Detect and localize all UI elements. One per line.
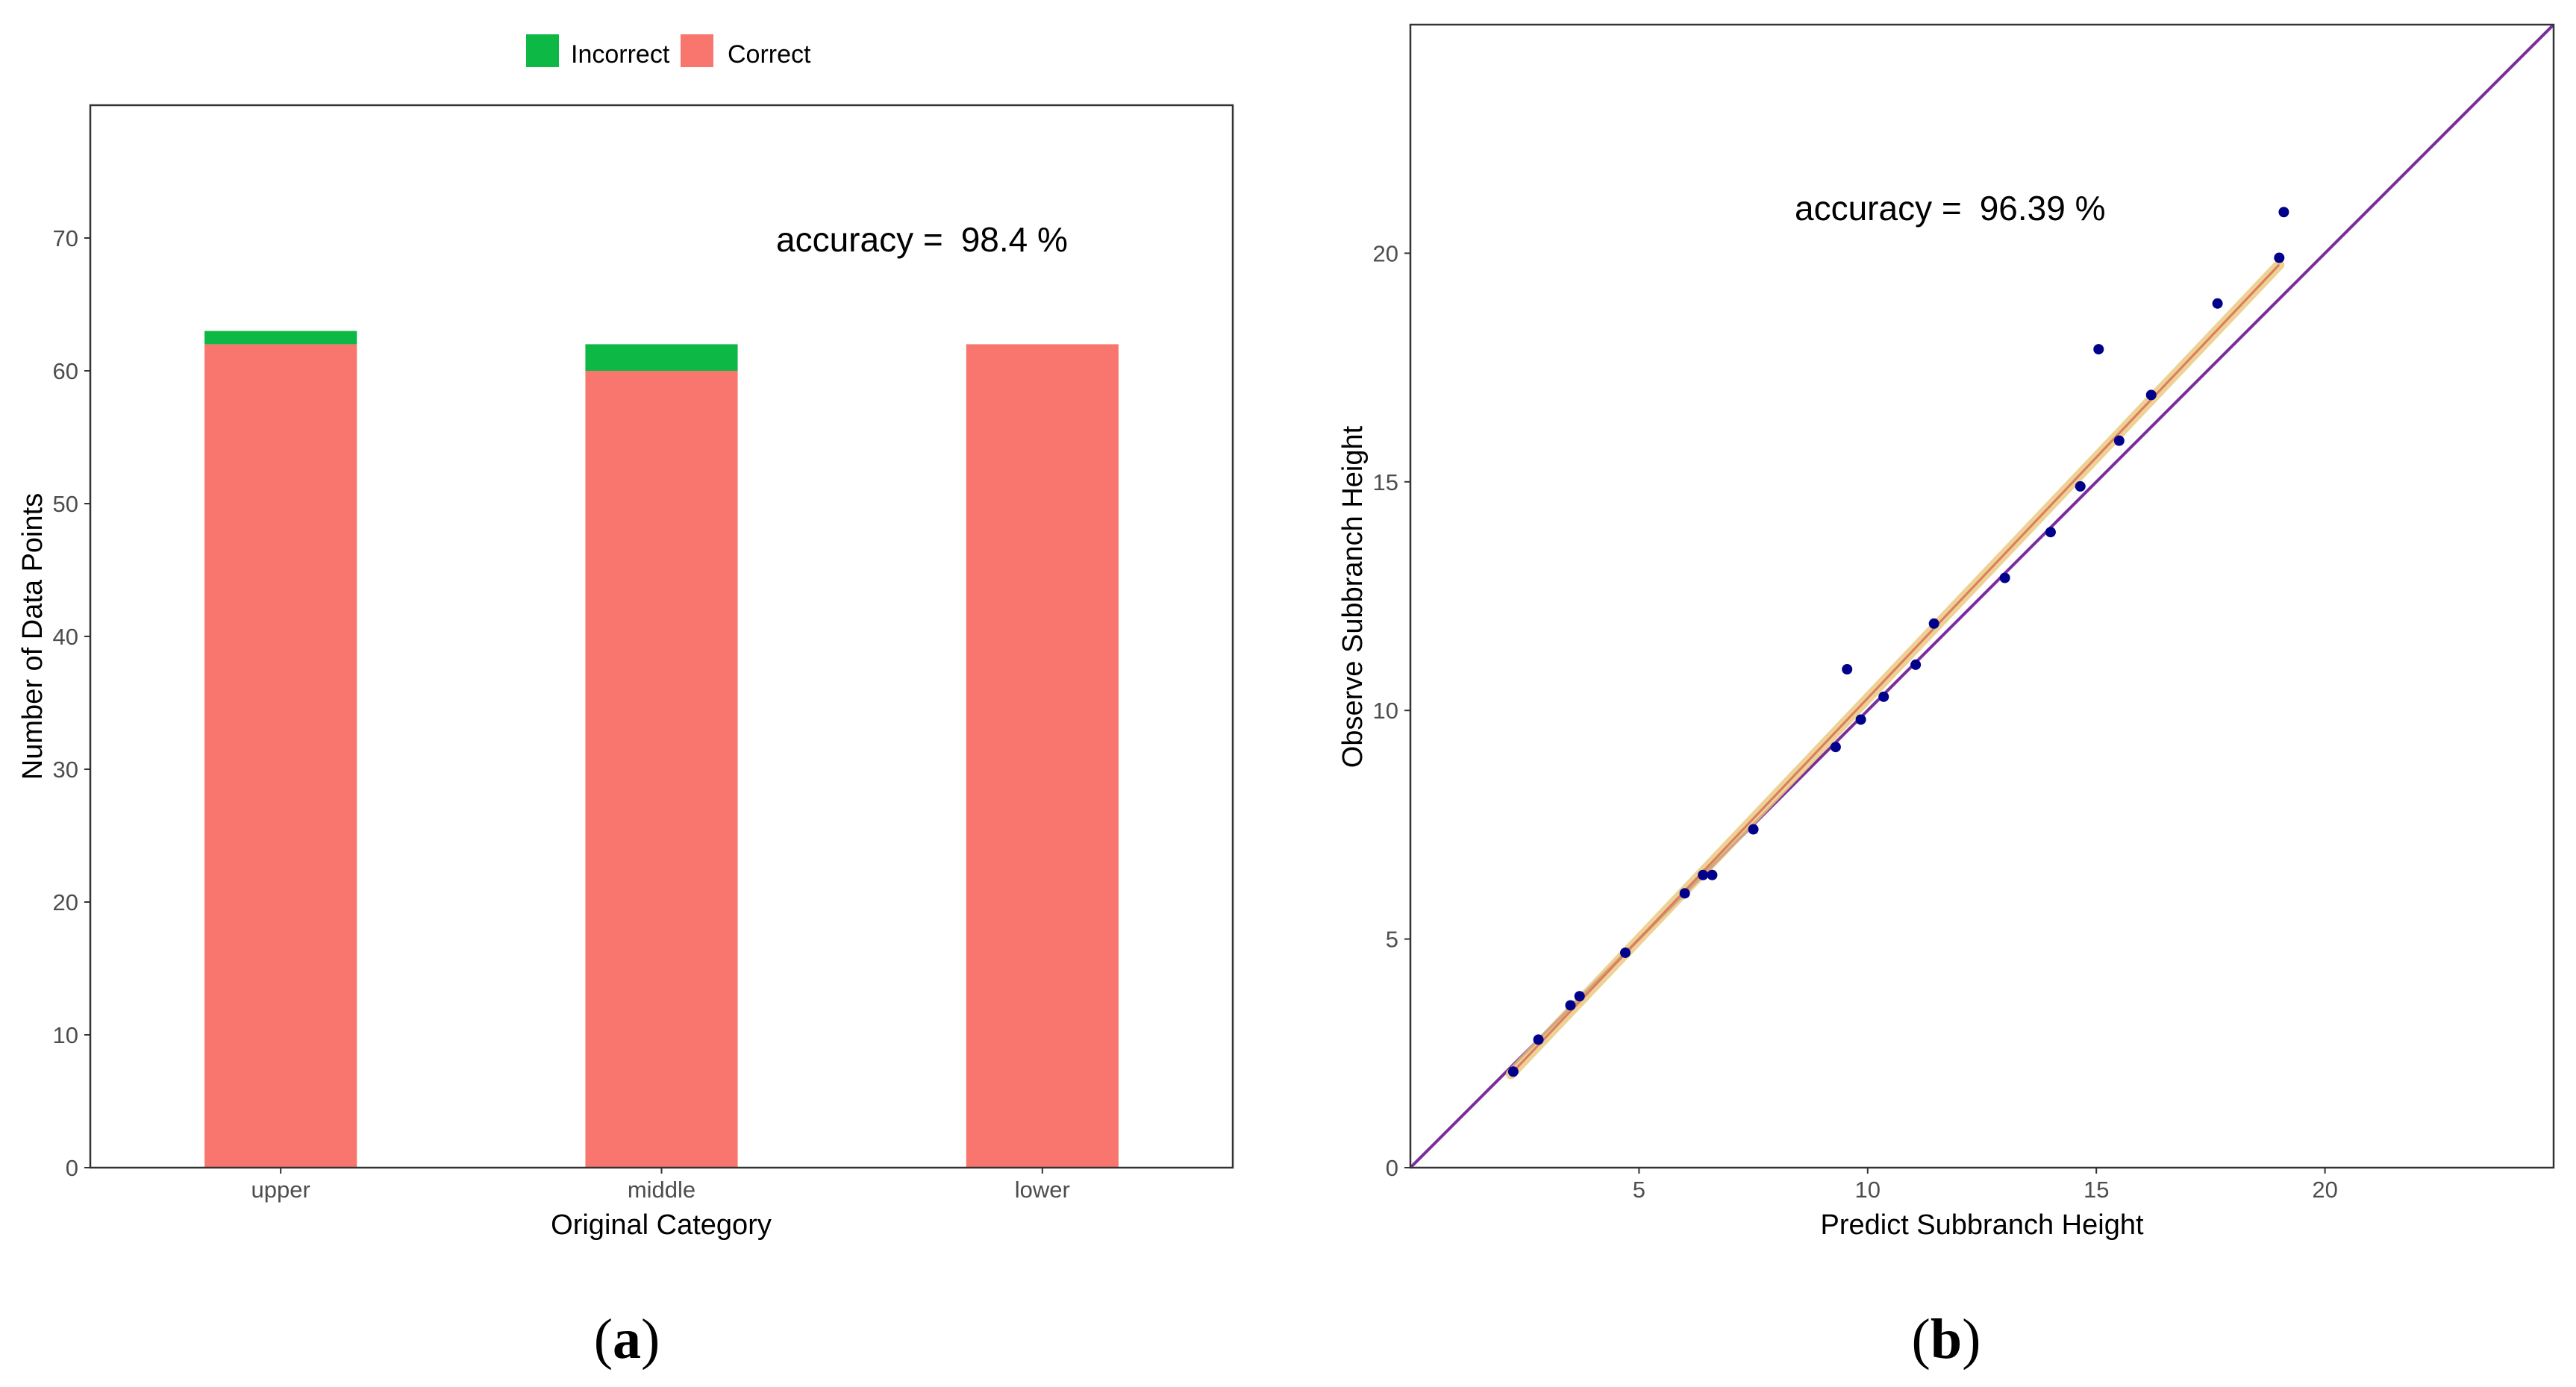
x-tick-label-b: 15 xyxy=(2083,1177,2109,1203)
y-tick-label-a: 20 xyxy=(53,889,78,915)
bar-correct-upper xyxy=(204,344,357,1168)
scatter-point xyxy=(1507,1066,1519,1077)
y-ticks-a: 0 10 20 30 40 50 60 70 xyxy=(53,225,90,1181)
accuracy-annotation-a: accuracy = 98.4 % xyxy=(776,220,1068,259)
x-tick-label-b: 5 xyxy=(1633,1177,1645,1203)
scatter-point xyxy=(1842,664,1853,675)
legend-label-incorrect: Incorrect xyxy=(571,40,670,69)
x-tick-label-b: 20 xyxy=(2312,1177,2337,1203)
y-tick-label-b: 15 xyxy=(1373,469,1398,495)
scatter-point xyxy=(1910,659,1922,670)
points-b xyxy=(1507,207,2289,1077)
chart-b: 0 5 10 15 20 5 10 15 20 Predict Subbranch Heigh… xyxy=(1337,23,2555,1371)
scatter-point xyxy=(2045,527,2056,538)
scatter-point xyxy=(1533,1034,1544,1045)
x-tick-label-a: upper xyxy=(251,1177,310,1203)
scatter-point xyxy=(2278,207,2289,218)
accuracy-label-b: accuracy = xyxy=(1795,189,1962,228)
y-tick-label-a: 40 xyxy=(53,624,78,650)
y-tick-label-a: 0 xyxy=(66,1155,78,1181)
y-tick-label-b: 20 xyxy=(1373,240,1398,266)
scatter-point xyxy=(1748,824,1759,835)
bar-incorrect-upper xyxy=(204,331,357,345)
x-axis-label-a: Original Category xyxy=(551,1209,772,1241)
legend-a: Incorrect Correct xyxy=(526,34,811,69)
y-tick-label-a: 10 xyxy=(53,1022,78,1048)
y-tick-label-b: 0 xyxy=(1386,1155,1398,1181)
accuracy-value-a: 98.4 % xyxy=(961,220,1068,259)
scatter-point xyxy=(1855,714,1866,725)
scatter-point xyxy=(1830,742,1841,753)
bar-incorrect-middle xyxy=(585,344,738,371)
plot-border-a xyxy=(89,104,1234,1169)
x-tick-label-b: 10 xyxy=(1855,1177,1881,1203)
legend-label-correct: Correct xyxy=(728,40,811,69)
x-ticks-a: upper middle lower xyxy=(251,1168,1070,1203)
scatter-point xyxy=(2145,389,2157,401)
scatter-point xyxy=(1620,947,1631,958)
bar-correct-lower xyxy=(966,344,1119,1168)
scatter-point xyxy=(1878,691,1889,702)
x-tick-label-a: lower xyxy=(1015,1177,1070,1203)
scatter-point xyxy=(2212,298,2223,309)
scatter-point xyxy=(2113,435,2125,446)
y-axis-label-a: Number of Data Points xyxy=(17,493,49,780)
panel-label-a: (a) xyxy=(594,1308,660,1371)
y-tick-label-b: 5 xyxy=(1386,927,1398,953)
y-ticks-b: 0 5 10 15 20 xyxy=(1373,240,1410,1181)
accuracy-annotation-b: accuracy = 96.39 % xyxy=(1795,189,2106,228)
accuracy-value-b: 96.39 % xyxy=(1980,189,2106,228)
x-tick-label-a: middle xyxy=(628,1177,695,1203)
legend-swatch-correct xyxy=(681,34,713,67)
y-axis-label-b: Observe Subbranch Height xyxy=(1337,425,1369,768)
scatter-point xyxy=(2274,252,2285,263)
panel-label-b: (b) xyxy=(1912,1308,1981,1371)
bars-a xyxy=(204,331,1119,1168)
scatter-point xyxy=(2075,480,2086,492)
scatter-point xyxy=(1698,869,1709,880)
y-tick-label-b: 10 xyxy=(1373,698,1398,724)
scatter-point xyxy=(1574,991,1585,1002)
y-tick-label-a: 70 xyxy=(53,225,78,251)
y-tick-label-a: 50 xyxy=(53,491,78,517)
scatter-point xyxy=(2093,344,2104,355)
legend-swatch-incorrect xyxy=(526,34,559,67)
x-ticks-b: 5 10 15 20 xyxy=(1633,1168,2338,1203)
accuracy-label-a: accuracy = xyxy=(776,220,943,259)
y-tick-label-a: 60 xyxy=(53,358,78,384)
scatter-point xyxy=(1679,888,1690,899)
scatter-point xyxy=(1928,618,1939,629)
x-axis-label-b: Predict Subbranch Height xyxy=(1820,1209,2143,1241)
bar-correct-middle xyxy=(585,371,738,1168)
y-tick-label-a: 30 xyxy=(53,757,78,783)
scatter-point xyxy=(1707,869,1718,880)
chart-a: Incorrect Correct 0 10 20 30 40 50 60 70 upper m… xyxy=(17,34,1234,1371)
scatter-point xyxy=(1999,572,2010,583)
plot-border-b xyxy=(1409,23,2555,1169)
scatter-point xyxy=(1565,1000,1576,1011)
